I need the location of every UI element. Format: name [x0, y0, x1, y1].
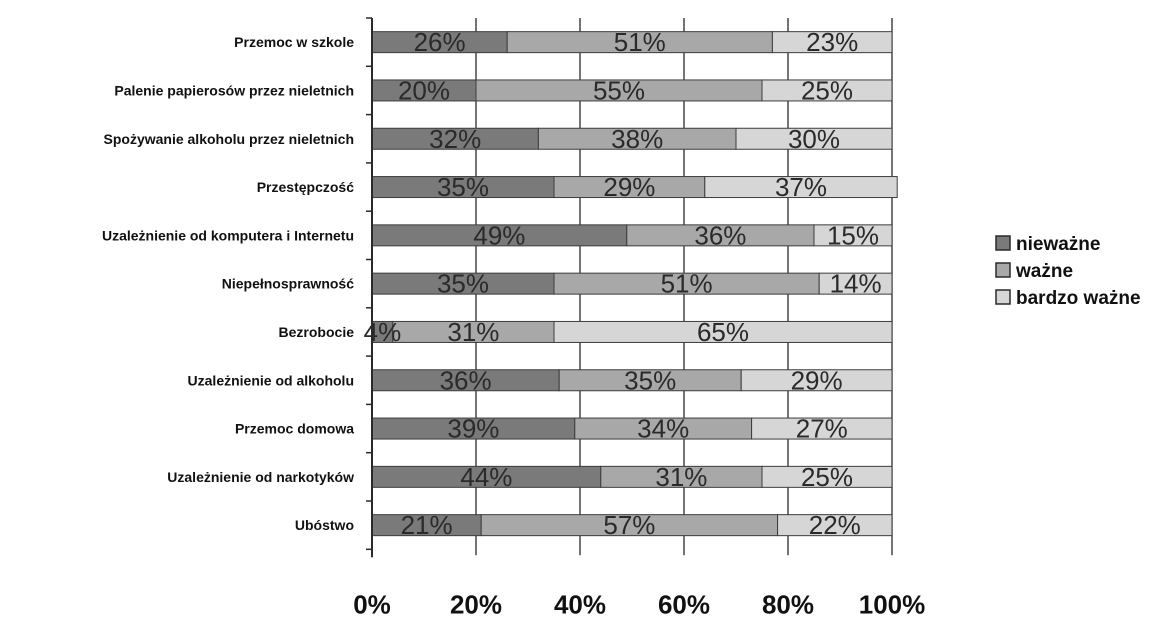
x-tick-label: 20% — [450, 589, 502, 619]
data-label: 44% — [460, 462, 512, 492]
category-label: Przestępczość — [257, 179, 354, 195]
data-label: 4% — [364, 317, 402, 347]
bar-segment — [553, 320, 893, 343]
data-label: 35% — [437, 269, 489, 299]
data-label: 51% — [661, 269, 713, 299]
data-label: 55% — [593, 75, 645, 105]
data-label: 57% — [603, 510, 655, 540]
category-label: Uzależnienie od alkoholu — [188, 372, 354, 388]
data-label: 23% — [806, 27, 858, 57]
bar-segment — [735, 127, 893, 150]
category-label: Przemoc domowa — [235, 421, 354, 437]
data-label: 20% — [398, 75, 450, 105]
bar-segment — [704, 176, 898, 199]
x-tick-label: 0% — [353, 589, 391, 619]
bar-segment — [818, 272, 893, 295]
data-label: 36% — [694, 220, 746, 250]
x-tick-label: 80% — [762, 589, 814, 619]
data-label: 29% — [603, 172, 655, 202]
category-label: Bezrobocie — [279, 324, 355, 340]
data-label: 29% — [791, 365, 843, 395]
legend-label: bardzo ważne — [1016, 288, 1141, 309]
data-label: 35% — [624, 365, 676, 395]
bar-segment — [761, 79, 893, 102]
x-tick-label: 100% — [859, 589, 926, 619]
data-label: 36% — [440, 365, 492, 395]
x-tick-label: 60% — [658, 589, 710, 619]
bars — [371, 31, 898, 537]
bar-segment — [740, 369, 893, 392]
data-label: 31% — [447, 317, 499, 347]
data-label: 25% — [801, 462, 853, 492]
bar-segment — [751, 417, 893, 440]
legend-swatch — [995, 262, 1011, 278]
category-label: Ubóstwo — [295, 517, 354, 533]
bar-segment — [813, 224, 893, 247]
category-label: Niepełnosprawność — [222, 276, 354, 292]
data-label: 14% — [830, 269, 882, 299]
category-label: Uzależnienie od narkotyków — [167, 469, 354, 485]
data-label: 26% — [414, 27, 466, 57]
data-label: 51% — [614, 27, 666, 57]
data-label: 39% — [447, 414, 499, 444]
data-label: 35% — [437, 172, 489, 202]
bar-segment — [761, 465, 893, 488]
legend-label: nieważne — [1016, 234, 1100, 255]
bar-segment — [771, 31, 893, 54]
category-labels: Przemoc w szkole Palenie papierosów przez… — [102, 34, 354, 533]
data-labels: 26% 51% 23% 20% 55% 25% 32% 38% 30% 35% 29% 37% 49% 3… — [364, 27, 882, 540]
data-label: 27% — [796, 414, 848, 444]
legend-swatch — [995, 289, 1011, 305]
category-label: Palenie papierosów przez nieletnich — [114, 82, 354, 98]
data-label: 32% — [429, 124, 481, 154]
data-label: 37% — [775, 172, 827, 202]
data-label: 31% — [655, 462, 707, 492]
data-label: 30% — [788, 124, 840, 154]
data-label: 22% — [809, 510, 861, 540]
legend: nieważne ważne bardzo ważne — [995, 234, 1141, 309]
legend-label: ważne — [1015, 261, 1073, 282]
data-label: 38% — [611, 124, 663, 154]
data-label: 25% — [801, 75, 853, 105]
category-label: Spożywanie alkoholu przez nieletnich — [104, 131, 355, 147]
x-tick-labels: 0% 20% 40% 60% 80% 100% — [353, 589, 925, 619]
data-label: 21% — [401, 510, 453, 540]
axes — [366, 17, 373, 558]
x-tick-label: 40% — [554, 589, 606, 619]
data-label: 15% — [827, 220, 879, 250]
bar-segment — [777, 514, 893, 537]
data-label: 49% — [473, 220, 525, 250]
category-label: Uzależnienie od komputera i Internetu — [102, 227, 354, 243]
data-label: 34% — [637, 414, 689, 444]
legend-swatch — [995, 235, 1011, 251]
data-label: 65% — [697, 317, 749, 347]
category-label: Przemoc w szkole — [234, 34, 354, 50]
